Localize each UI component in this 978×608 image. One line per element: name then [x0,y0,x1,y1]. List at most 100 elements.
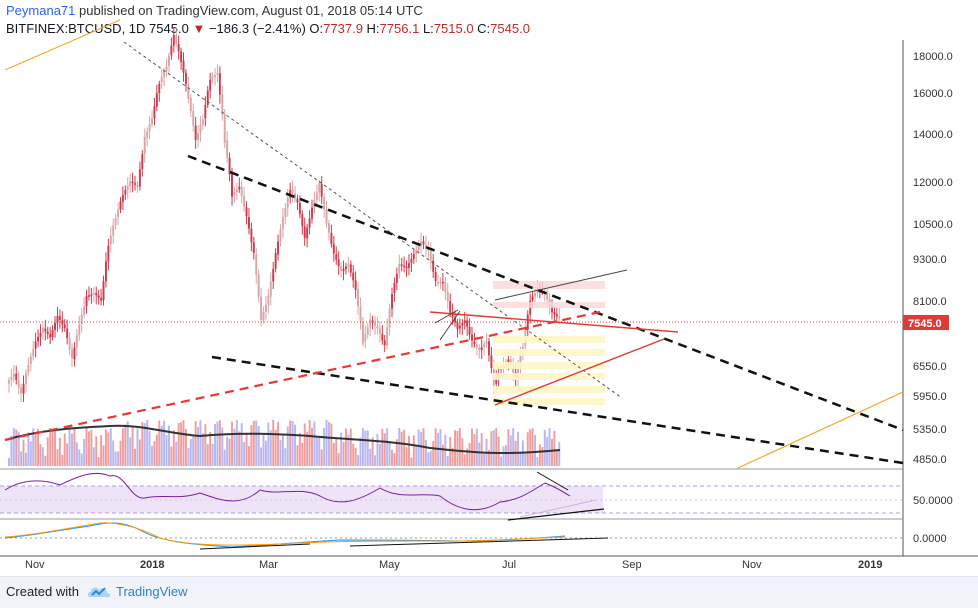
volume-bar [279,439,282,466]
candle-body [424,244,427,249]
red-dashed-trendline[interactable] [4,310,601,442]
macd-trendline-1[interactable] [199,543,311,550]
grey-trendline-upper[interactable] [494,269,628,301]
candle-body [298,202,301,215]
volume-bar [15,429,18,466]
tradingview-cloud-icon[interactable] [86,583,112,601]
rsi-support-line-2[interactable] [519,499,597,518]
candle-body [141,154,144,170]
grey-trendline-flag-2[interactable] [434,309,459,324]
candle-body [216,73,219,76]
time-axis[interactable]: Nov 2018 Mar May Jul Sep Nov 2019 [25,559,882,571]
red-trendline-upper[interactable] [429,311,679,333]
candle-body [95,292,98,296]
author-link[interactable]: Peymana71 [6,3,76,18]
volume-bar [454,430,456,466]
candle-body [160,76,163,83]
down-arrow-icon: ▼ [192,21,206,36]
macd-trendline-2[interactable] [349,537,609,547]
volume-bar [303,423,306,466]
volume-bar [272,420,275,466]
price-tick: 5950.0 [913,391,947,403]
volume-bar [104,429,107,466]
volume-bar [320,449,323,466]
volume-bar [252,420,255,466]
candle-body [211,76,214,79]
grey-trendline-flag[interactable] [439,310,461,341]
volume-bar [177,422,180,466]
candle-body [49,333,52,338]
volume-bar [395,439,398,466]
volume-bar [376,433,379,466]
volume-bar [194,421,197,466]
chart-canvas[interactable]: 18000.0 16000.0 14000.0 12000.0 10500.0 … [0,0,978,576]
rsi-support-line[interactable] [507,508,605,521]
volume-bar [364,430,367,466]
candle-body [330,232,333,245]
volume-bar [121,428,124,466]
volume-bar [240,423,243,466]
volume-bar [17,431,20,466]
orange-trendline-bottom[interactable] [737,391,904,469]
candle-body [34,341,37,349]
volume-bar [206,444,209,466]
volume-bar [182,420,185,466]
orange-trendline-top[interactable] [4,19,121,71]
volume-bar [330,423,333,466]
black-dashed-support[interactable] [211,355,904,465]
volume-bar [260,447,263,466]
published-text: published on TradingView.com, August 01,… [79,3,423,18]
candle-body [364,334,367,342]
drawing-tools[interactable] [0,19,904,469]
volume-bar [151,445,153,466]
candle-body [279,229,282,242]
volume-bar [446,456,449,466]
volume-bar [155,434,158,466]
price-zones [493,281,605,405]
volume-bar [12,428,15,466]
price-tick: 18000.0 [913,51,953,63]
price-axis[interactable]: 18000.0 16000.0 14000.0 12000.0 10500.0 … [913,51,953,466]
candle-body [519,355,522,368]
candlestick-series [8,26,561,403]
volume-bar [480,433,483,466]
volume-bar [490,431,493,466]
rsi-divergence-line[interactable] [536,471,569,491]
candle-body [235,189,238,192]
candle-body [184,72,187,85]
volume-bar [478,442,481,466]
candle-body [131,181,134,184]
tradingview-brand-link[interactable]: TradingView [116,584,188,599]
candle-body [88,295,90,297]
volume-moving-average [4,424,561,455]
volume-bar [359,437,362,466]
candle-body [274,252,277,269]
volume-bar [37,428,40,466]
volume-bar [393,452,396,466]
candle-body [85,296,88,307]
candle-body [61,320,64,325]
candle-body [170,45,173,56]
volume-bar [311,428,313,466]
candle-body [458,325,461,329]
volume-bar [335,439,338,466]
candle-body [408,263,410,268]
candle-body [381,333,384,341]
candle-body [58,316,61,321]
candle-body [68,338,71,350]
high-value: 7756.1 [379,21,420,36]
candle-body [291,189,294,194]
candle-body [175,35,178,44]
red-trendline-lower[interactable] [494,338,665,406]
candle-body [340,265,343,271]
volume-bar [49,428,52,466]
volume-bar [243,442,246,466]
grey-dashed-trendline[interactable] [123,41,623,399]
candle-body [269,281,272,297]
volume-bar [264,440,267,466]
candle-body [15,373,18,380]
candle-body [507,359,510,363]
black-dashed-resistance[interactable] [187,154,904,432]
volume-bar [332,443,335,466]
candle-body [218,73,221,95]
